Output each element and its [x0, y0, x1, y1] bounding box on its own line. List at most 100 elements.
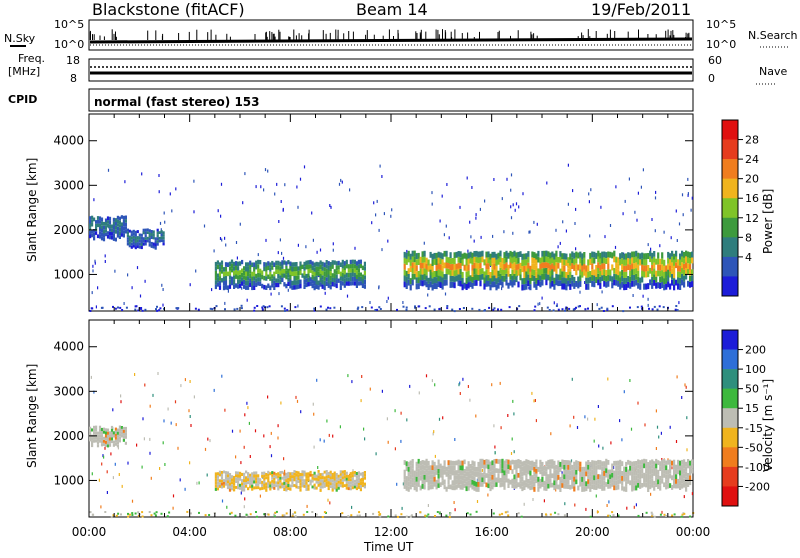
colorbar-tick-label: -200	[745, 480, 770, 493]
echo-cell	[661, 270, 663, 276]
ground-echo-point	[606, 308, 608, 310]
echo-cell	[271, 474, 273, 477]
echo-cell	[350, 472, 352, 475]
speckle-point	[119, 473, 120, 476]
echo-cell	[312, 270, 314, 275]
echo-cell	[571, 257, 573, 263]
echo-cell	[685, 251, 687, 257]
speckle-point	[510, 189, 511, 192]
colorbar-tick-label: 24	[745, 153, 759, 166]
echo-cell	[295, 486, 297, 489]
echo-cell	[318, 285, 320, 290]
ground-echo-point	[256, 516, 258, 518]
echo-cell	[412, 274, 414, 280]
echo-cell	[279, 474, 281, 477]
echo-cell	[637, 259, 639, 265]
echo-cell	[599, 484, 601, 489]
echo-cell	[553, 471, 555, 476]
echo-cell	[511, 258, 513, 264]
echo-cell	[440, 276, 442, 282]
echo-cell	[125, 226, 127, 230]
echo-cell	[251, 276, 253, 281]
echo-cell	[460, 480, 462, 485]
speckle-point	[271, 293, 272, 296]
echo-cell	[217, 278, 219, 282]
echo-cell	[547, 484, 549, 489]
echo-cell	[287, 277, 289, 281]
echo-cell	[689, 471, 691, 476]
colorbar-swatch	[722, 486, 738, 506]
echo-cell	[342, 479, 344, 482]
ground-echo-point	[117, 513, 119, 515]
echo-cell	[549, 474, 551, 479]
echo-cell	[263, 487, 265, 490]
echo-cell	[585, 462, 587, 467]
echo-cell	[671, 257, 673, 263]
echo-cell	[663, 266, 665, 272]
speckle-point	[684, 383, 685, 386]
freq-lo: 8	[70, 72, 77, 85]
echo-cell	[667, 264, 669, 270]
echo-cell	[551, 257, 553, 263]
echo-cell	[328, 261, 330, 266]
echo-cell	[685, 262, 687, 268]
echo-cell	[573, 487, 575, 492]
echo-cell	[285, 284, 287, 289]
echo-cell	[641, 253, 643, 259]
echo-cell	[111, 236, 113, 240]
echo-cell	[103, 431, 105, 434]
echo-cell	[103, 443, 105, 446]
echo-cell	[487, 469, 489, 474]
speckle-point	[168, 408, 169, 411]
echo-cell	[223, 281, 225, 286]
speckle-point	[573, 416, 574, 419]
echo-cell	[685, 462, 687, 467]
speckle-point	[105, 254, 106, 257]
echo-cell	[320, 282, 322, 286]
echo-cell	[442, 253, 444, 259]
echo-cell	[491, 276, 493, 282]
echo-cell	[285, 488, 287, 491]
echo-cell	[639, 484, 641, 489]
echo-cell	[545, 486, 547, 491]
echo-cell	[334, 478, 336, 481]
echo-cell	[615, 475, 617, 480]
echo-cell	[283, 473, 285, 476]
echo-cell	[675, 469, 677, 474]
echo-cell	[328, 487, 330, 490]
echo-cell	[597, 474, 599, 479]
echo-cell	[426, 270, 428, 276]
echo-cell	[326, 260, 328, 264]
echo-cell	[358, 471, 360, 474]
ground-echo-point	[159, 307, 161, 309]
echo-cell	[635, 280, 637, 286]
echo-cell	[615, 280, 617, 286]
echo-cell	[438, 258, 440, 264]
echo-cell	[633, 481, 635, 486]
speckle-point	[351, 380, 352, 383]
echo-cell	[336, 479, 338, 482]
echo-cell	[573, 259, 575, 265]
speckle-point	[386, 300, 387, 303]
echo-cell	[316, 285, 318, 290]
nsky-label: N.Sky	[4, 32, 36, 45]
echo-cell	[117, 429, 119, 432]
echo-cell	[101, 428, 103, 431]
echo-cell	[225, 474, 227, 477]
echo-cell	[635, 251, 637, 257]
echo-cell	[617, 269, 619, 275]
echo-cell	[505, 280, 507, 286]
echo-cell	[287, 472, 289, 475]
echo-cell	[430, 485, 432, 490]
ground-echo-point	[564, 310, 566, 312]
speckle-point	[218, 209, 219, 212]
echo-cell	[314, 281, 316, 286]
echo-cell	[657, 252, 659, 258]
echo-cell	[471, 265, 473, 271]
echo-cell	[617, 480, 619, 485]
echo-cell	[161, 239, 163, 242]
echo-cell	[273, 472, 275, 475]
echo-cell	[545, 476, 547, 481]
echo-cell	[133, 233, 135, 236]
echo-cell	[475, 251, 477, 257]
